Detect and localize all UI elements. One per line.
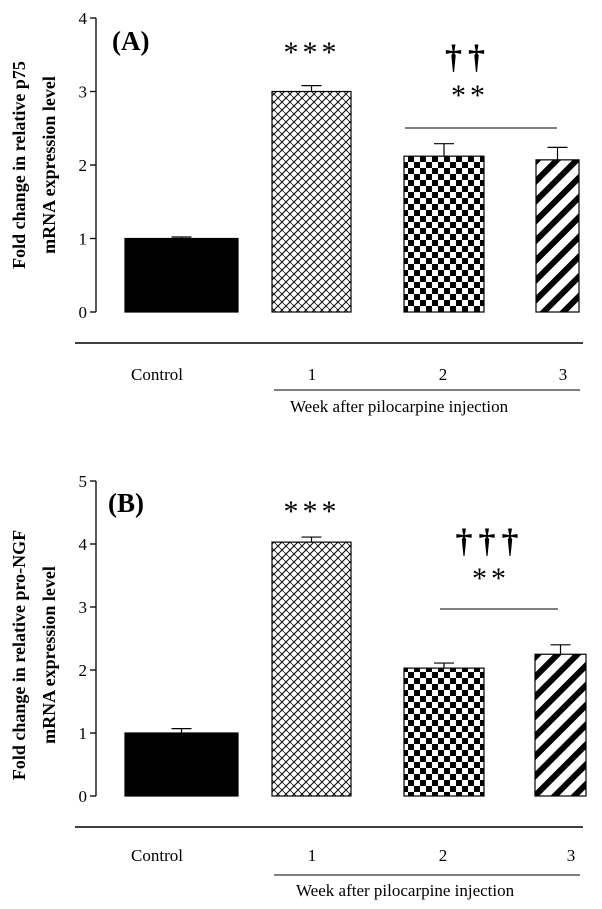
bar-1 [271,90,352,313]
y-axis-title-line2: mRNA expression level [39,566,59,744]
x-tick-label: 2 [439,365,448,384]
panel-a: 0 1 2 3 4 Fold change in relative p75 mRNA exp… [9,9,583,416]
y-tick-label: 2 [79,661,88,680]
bar-3 [535,159,580,313]
bar-Control [124,237,239,313]
significance-stars-week1: *** [284,495,341,528]
y-tick-label: 1 [79,724,88,743]
y-tick-label: 5 [79,472,88,491]
x-tick-label: 3 [567,846,576,865]
y-tick-label: 3 [79,598,88,617]
bar-Control [124,732,239,797]
y-tick-label: 1 [79,230,88,249]
bar-2 [403,155,485,313]
x-tick-label: 1 [308,846,317,865]
x-tick-label: 1 [308,365,317,384]
bar-2 [403,667,485,797]
significance-daggers: †† [445,39,491,76]
x-tick-label: Control [131,846,183,865]
y-tick-label: 2 [79,156,88,175]
x-tick-label: 3 [559,365,568,384]
y-tick-label: 0 [79,303,88,322]
panel-b: 0 1 2 3 4 5 Fold change in relative pro-NGF mRN… [9,472,587,900]
significance-stars-week2-3: ** [451,79,489,112]
x-axis-title: Week after pilocarpine injection [290,397,509,416]
significance-daggers: ††† [456,523,525,560]
x-axis-title: Week after pilocarpine injection [296,881,515,900]
x-tick-label: Control [131,365,183,384]
y-tick-label: 3 [79,83,88,102]
bar-3 [534,653,587,797]
y-tick-label: 4 [79,9,88,28]
y-axis-title-line1: Fold change in relative pro-NGF [9,530,29,780]
panel-label: (A) [112,26,149,56]
panel-label: (B) [108,488,144,518]
x-tick-label: 2 [439,846,448,865]
y-tick-label: 4 [79,535,88,554]
significance-stars-week2-3: ** [472,562,510,595]
bar-1 [271,541,352,797]
significance-stars-week1: *** [284,36,341,69]
y-axis-title-line1: Fold change in relative p75 [9,61,29,269]
y-tick-label: 0 [79,787,88,806]
y-axis-title-line2: mRNA expression level [39,76,59,254]
